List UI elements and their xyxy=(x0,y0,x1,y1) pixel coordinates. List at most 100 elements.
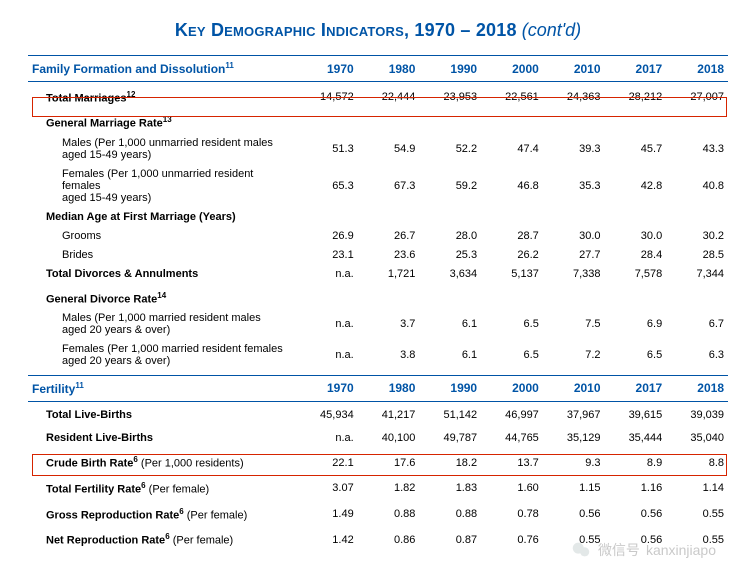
table-row: Males (Per 1,000 unmarried resident male… xyxy=(28,133,728,164)
cell-value xyxy=(419,207,481,226)
table-row: Total Fertility Rate6 (Per female)3.071.… xyxy=(28,478,728,500)
cell-value: 28.0 xyxy=(419,226,481,245)
cell-value: 27,007 xyxy=(666,86,728,108)
cell-value: 1.49 xyxy=(296,503,358,525)
year-header: 2018 xyxy=(666,375,728,401)
cell-value: 39,615 xyxy=(605,406,667,425)
year-header: 2018 xyxy=(666,56,728,82)
cell-value: n.a. xyxy=(296,264,358,283)
cell-value: 1.42 xyxy=(296,529,358,551)
cell-value: 6.5 xyxy=(605,340,667,371)
cell-value: 42.8 xyxy=(605,164,667,207)
cell-value: 0.56 xyxy=(543,503,605,525)
row-label: Gross Reproduction Rate6 (Per female) xyxy=(28,503,296,525)
cell-value: 1.14 xyxy=(666,478,728,500)
cell-value: 35,444 xyxy=(605,429,667,448)
cell-value: 3.7 xyxy=(358,309,420,340)
cell-value: 8.8 xyxy=(666,452,728,474)
year-header: 2000 xyxy=(481,56,543,82)
cell-value xyxy=(666,112,728,134)
row-label: Resident Live-Births xyxy=(28,429,296,448)
year-header: 2017 xyxy=(605,375,667,401)
cell-value: 6.5 xyxy=(481,309,543,340)
cell-value: 39,039 xyxy=(666,406,728,425)
cell-value: 30.2 xyxy=(666,226,728,245)
cell-value: 37,967 xyxy=(543,406,605,425)
row-label: Total Divorces & Annulments xyxy=(28,264,296,283)
cell-value: 28.4 xyxy=(605,245,667,264)
row-label: Net Reproduction Rate6 (Per female) xyxy=(28,529,296,551)
table-row: General Divorce Rate14 xyxy=(28,287,728,309)
cell-value: 7,338 xyxy=(543,264,605,283)
cell-value: 35.3 xyxy=(543,164,605,207)
table-row: Brides23.123.625.326.227.728.428.5 xyxy=(28,245,728,264)
cell-value: 40,100 xyxy=(358,429,420,448)
cell-value: 6.5 xyxy=(481,340,543,371)
cell-value: 0.55 xyxy=(666,529,728,551)
cell-value: 6.1 xyxy=(419,340,481,371)
table-row: Grooms26.926.728.028.730.030.030.2 xyxy=(28,226,728,245)
cell-value: 41,217 xyxy=(358,406,420,425)
table-row: Total Live-Births45,93441,21751,14246,99… xyxy=(28,406,728,425)
year-header: 1990 xyxy=(419,56,481,82)
section-header-row: Family Formation and Dissolution11197019… xyxy=(28,56,728,82)
cell-value: 6.1 xyxy=(419,309,481,340)
cell-value xyxy=(419,287,481,309)
cell-value: 3.8 xyxy=(358,340,420,371)
cell-value: 0.76 xyxy=(481,529,543,551)
cell-value: 1.15 xyxy=(543,478,605,500)
cell-value: 26.7 xyxy=(358,226,420,245)
table-row: Males (Per 1,000 married resident malesa… xyxy=(28,309,728,340)
cell-value: 28.5 xyxy=(666,245,728,264)
table-row: Females (Per 1,000 unmarried resident fe… xyxy=(28,164,728,207)
cell-value: 0.87 xyxy=(419,529,481,551)
cell-value: 49,787 xyxy=(419,429,481,448)
row-label: General Divorce Rate14 xyxy=(28,287,296,309)
cell-value: 0.56 xyxy=(605,503,667,525)
row-label: General Marriage Rate13 xyxy=(28,112,296,134)
cell-value: 7,578 xyxy=(605,264,667,283)
cell-value: 30.0 xyxy=(543,226,605,245)
cell-value: 7.2 xyxy=(543,340,605,371)
year-header: 2000 xyxy=(481,375,543,401)
cell-value: 54.9 xyxy=(358,133,420,164)
cell-value xyxy=(481,112,543,134)
cell-value: 59.2 xyxy=(419,164,481,207)
table-row: Females (Per 1,000 married resident fema… xyxy=(28,340,728,371)
cell-value: 1.82 xyxy=(358,478,420,500)
cell-value: 6.3 xyxy=(666,340,728,371)
cell-value: 1.60 xyxy=(481,478,543,500)
table-row: Crude Birth Rate6 (Per 1,000 residents)2… xyxy=(28,452,728,474)
cell-value: 22,444 xyxy=(358,86,420,108)
cell-value: 6.9 xyxy=(605,309,667,340)
cell-value: 45,934 xyxy=(296,406,358,425)
cell-value: 30.0 xyxy=(605,226,667,245)
cell-value xyxy=(419,112,481,134)
cell-value: 23.1 xyxy=(296,245,358,264)
cell-value xyxy=(605,207,667,226)
cell-value xyxy=(666,207,728,226)
row-label: Males (Per 1,000 married resident malesa… xyxy=(28,309,296,340)
cell-value: 23,953 xyxy=(419,86,481,108)
cell-value: 28.7 xyxy=(481,226,543,245)
row-label: Total Fertility Rate6 (Per female) xyxy=(28,478,296,500)
cell-value: 46,997 xyxy=(481,406,543,425)
row-label: Females (Per 1,000 married resident fema… xyxy=(28,340,296,371)
cell-value: 8.9 xyxy=(605,452,667,474)
cell-value: 45.7 xyxy=(605,133,667,164)
cell-value: 17.6 xyxy=(358,452,420,474)
cell-value: 22.1 xyxy=(296,452,358,474)
year-header: 2010 xyxy=(543,56,605,82)
cell-value: 65.3 xyxy=(296,164,358,207)
cell-value: 18.2 xyxy=(419,452,481,474)
cell-value: 26.9 xyxy=(296,226,358,245)
cell-value: 22,561 xyxy=(481,86,543,108)
cell-value: 26.2 xyxy=(481,245,543,264)
row-label: Grooms xyxy=(28,226,296,245)
cell-value: 3.07 xyxy=(296,478,358,500)
cell-value: 27.7 xyxy=(543,245,605,264)
cell-value: n.a. xyxy=(296,309,358,340)
cell-value: 1.83 xyxy=(419,478,481,500)
year-header: 2010 xyxy=(543,375,605,401)
title-main: Key Demographic Indicators, 1970 – 2018 xyxy=(175,20,517,40)
